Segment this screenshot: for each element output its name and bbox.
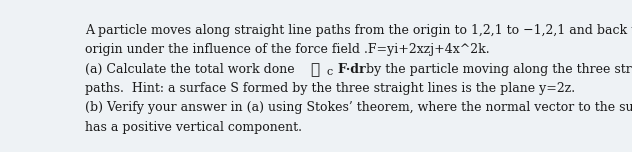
Text: ∮: ∮ bbox=[310, 63, 319, 77]
Text: by the particle moving along the three straight line: by the particle moving along the three s… bbox=[362, 63, 632, 76]
Text: c: c bbox=[327, 67, 333, 77]
Text: A particle moves along straight line paths from the origin to 1,2,1 to −1,2,1 an: A particle moves along straight line pat… bbox=[85, 24, 632, 37]
Text: paths.  Hint: a surface S formed by the three straight lines is the plane y=2z.: paths. Hint: a surface S formed by the t… bbox=[85, 82, 575, 95]
Text: has a positive vertical component.: has a positive vertical component. bbox=[85, 121, 302, 134]
Text: F·dr: F·dr bbox=[337, 63, 365, 76]
Text: (a) Calculate the total work done: (a) Calculate the total work done bbox=[85, 63, 298, 76]
Text: origin under the influence of the force field .F=yi+2xzj+4x^2k.: origin under the influence of the force … bbox=[85, 43, 490, 56]
Text: (b) Verify your answer in (a) using Stokes’ theorem, where the normal vector to : (b) Verify your answer in (a) using Stok… bbox=[85, 101, 632, 114]
